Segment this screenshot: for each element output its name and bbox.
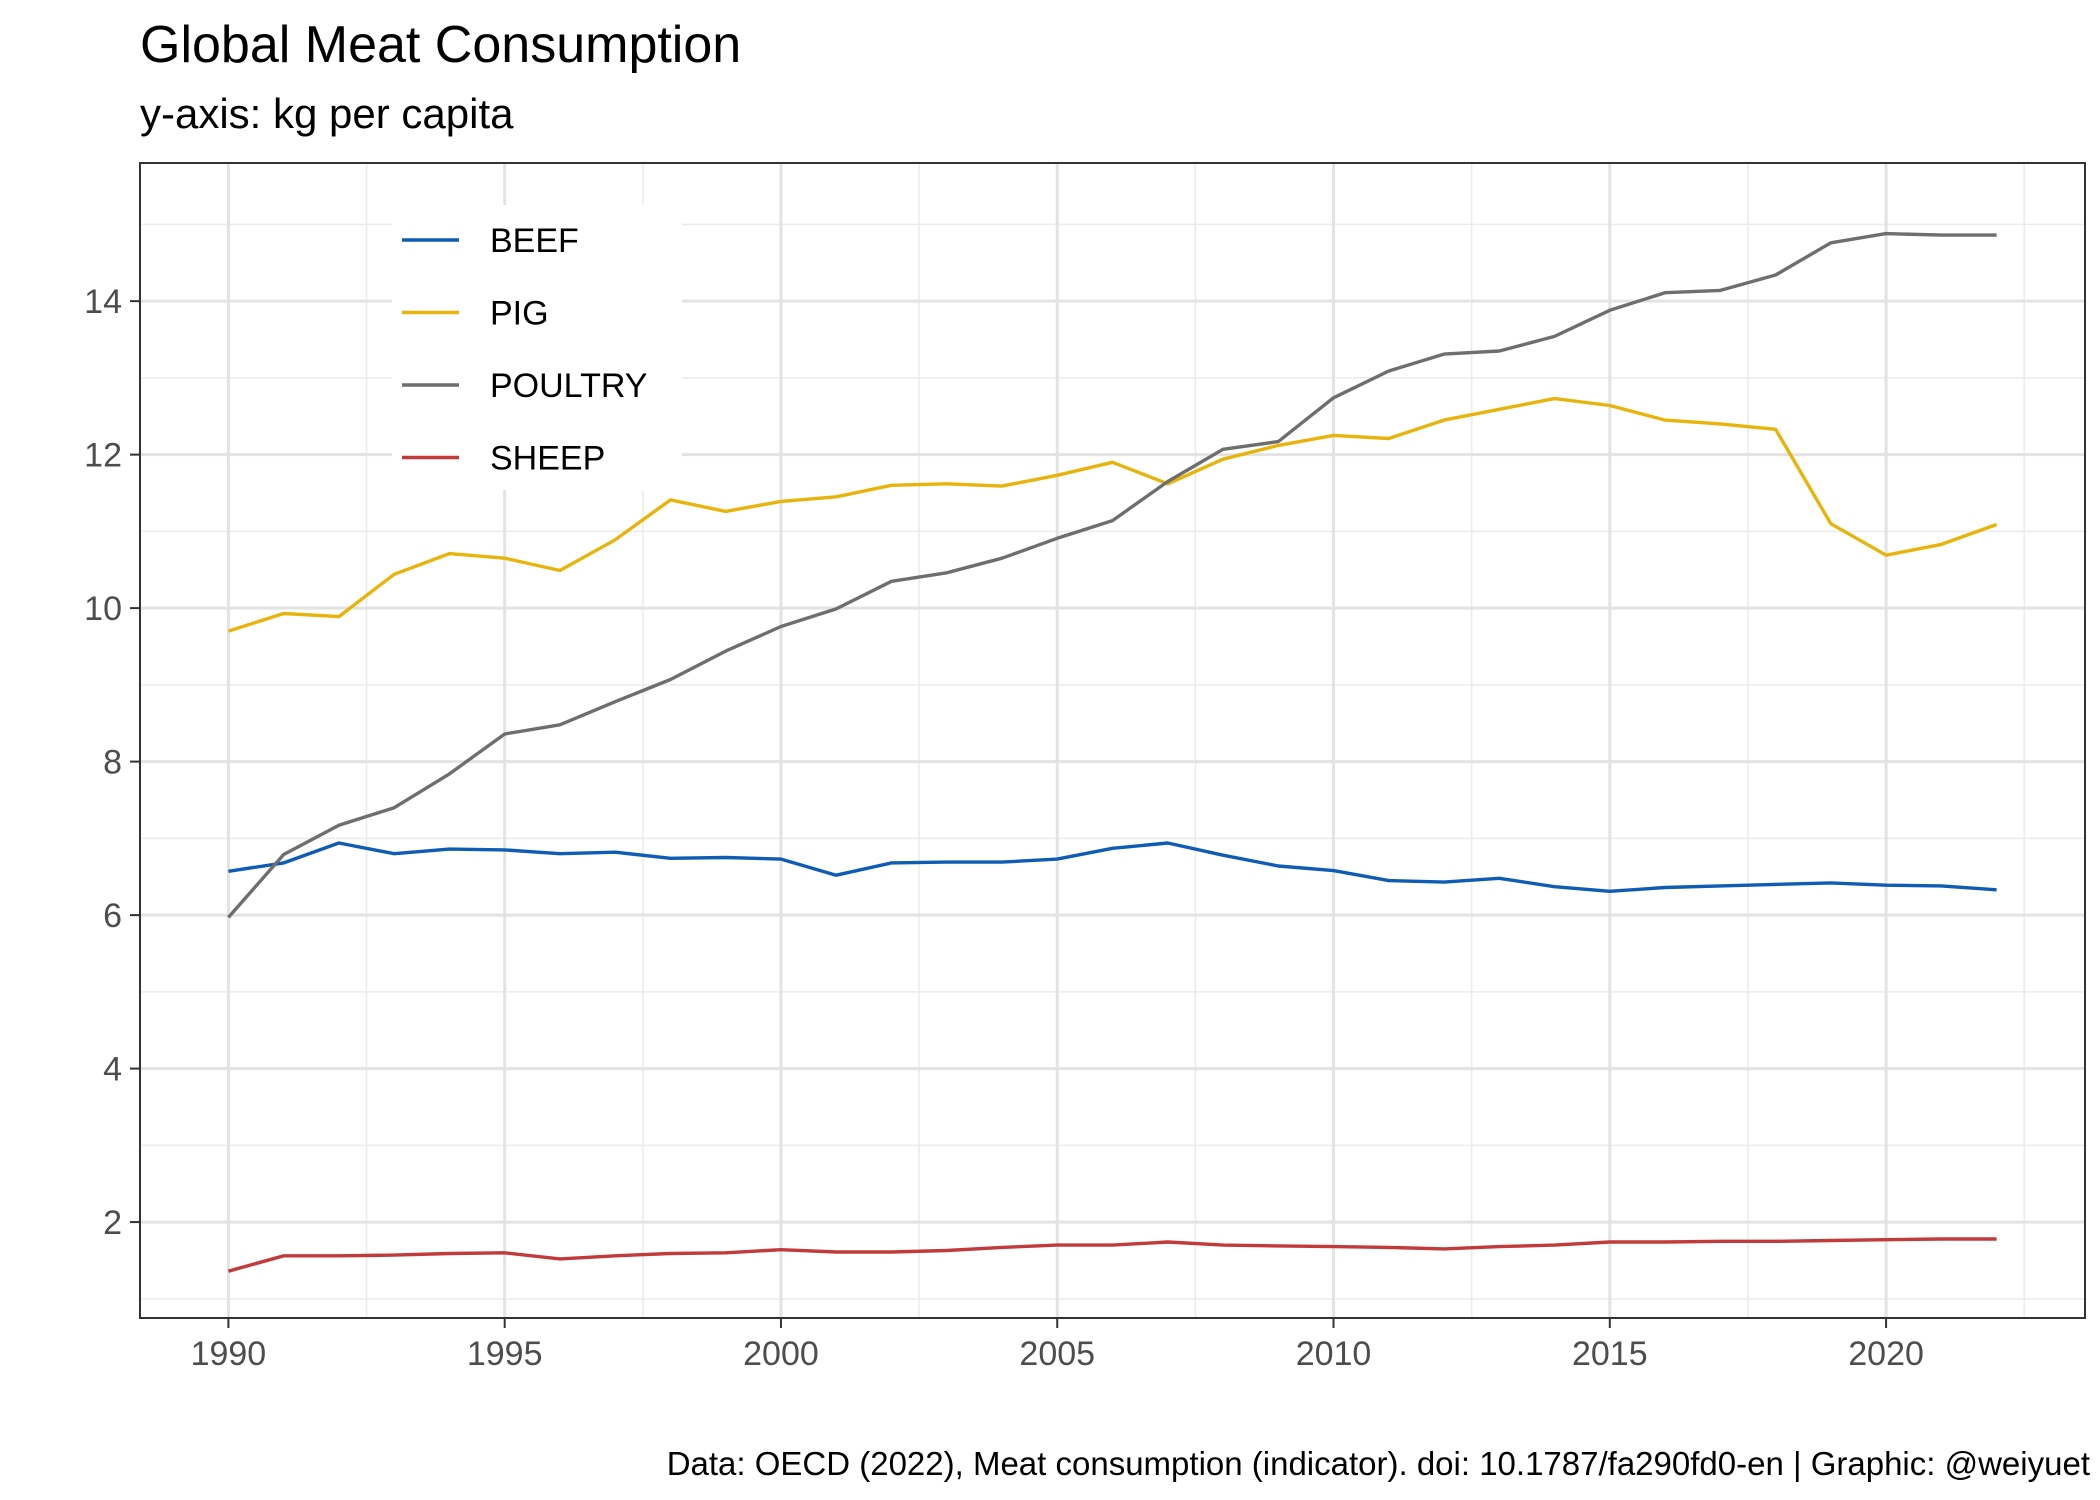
y-axis: 2 4 6 8 10 12 14 [84, 283, 140, 1242]
x-tick-label: 1995 [467, 1335, 543, 1373]
x-axis: 1990 1995 2000 2005 2010 2015 2020 [191, 1318, 1924, 1373]
x-tick-label: 2005 [1019, 1335, 1095, 1373]
y-tick-label: 4 [103, 1051, 122, 1089]
x-tick-label: 1990 [191, 1335, 267, 1373]
legend: BEEF PIG POULTRY SHEEP [392, 205, 682, 490]
legend-label-poultry: POULTRY [490, 367, 647, 405]
chart-subtitle: y-axis: kg per capita [140, 90, 514, 137]
series-line-poultry [227, 231, 1997, 919]
legend-label-pig: PIG [490, 295, 549, 333]
chart-title: Global Meat Consumption [140, 16, 741, 74]
series-line-beef [228, 841, 1997, 893]
y-tick-label: 2 [103, 1204, 122, 1242]
legend-label-sheep: SHEEP [490, 440, 605, 478]
y-tick-label: 12 [84, 437, 122, 475]
series-lines [227, 231, 1998, 1273]
legend-label-beef: BEEF [490, 222, 579, 260]
series-line-pig [227, 396, 1998, 633]
x-tick-label: 2020 [1848, 1335, 1924, 1373]
plot-border [139, 162, 2086, 1319]
x-tick-label: 2010 [1296, 1335, 1372, 1373]
y-tick-label: 14 [84, 283, 122, 321]
series-line-sheep [227, 1237, 1997, 1273]
x-tick-label: 2000 [743, 1335, 819, 1373]
legend-background [392, 205, 682, 490]
x-tick-label: 2015 [1572, 1335, 1648, 1373]
y-tick-label: 6 [103, 897, 122, 935]
y-tick-label: 8 [103, 744, 122, 782]
chart-caption: Data: OECD (2022), Meat consumption (ind… [667, 1445, 2090, 1482]
y-tick-label: 10 [84, 590, 122, 628]
